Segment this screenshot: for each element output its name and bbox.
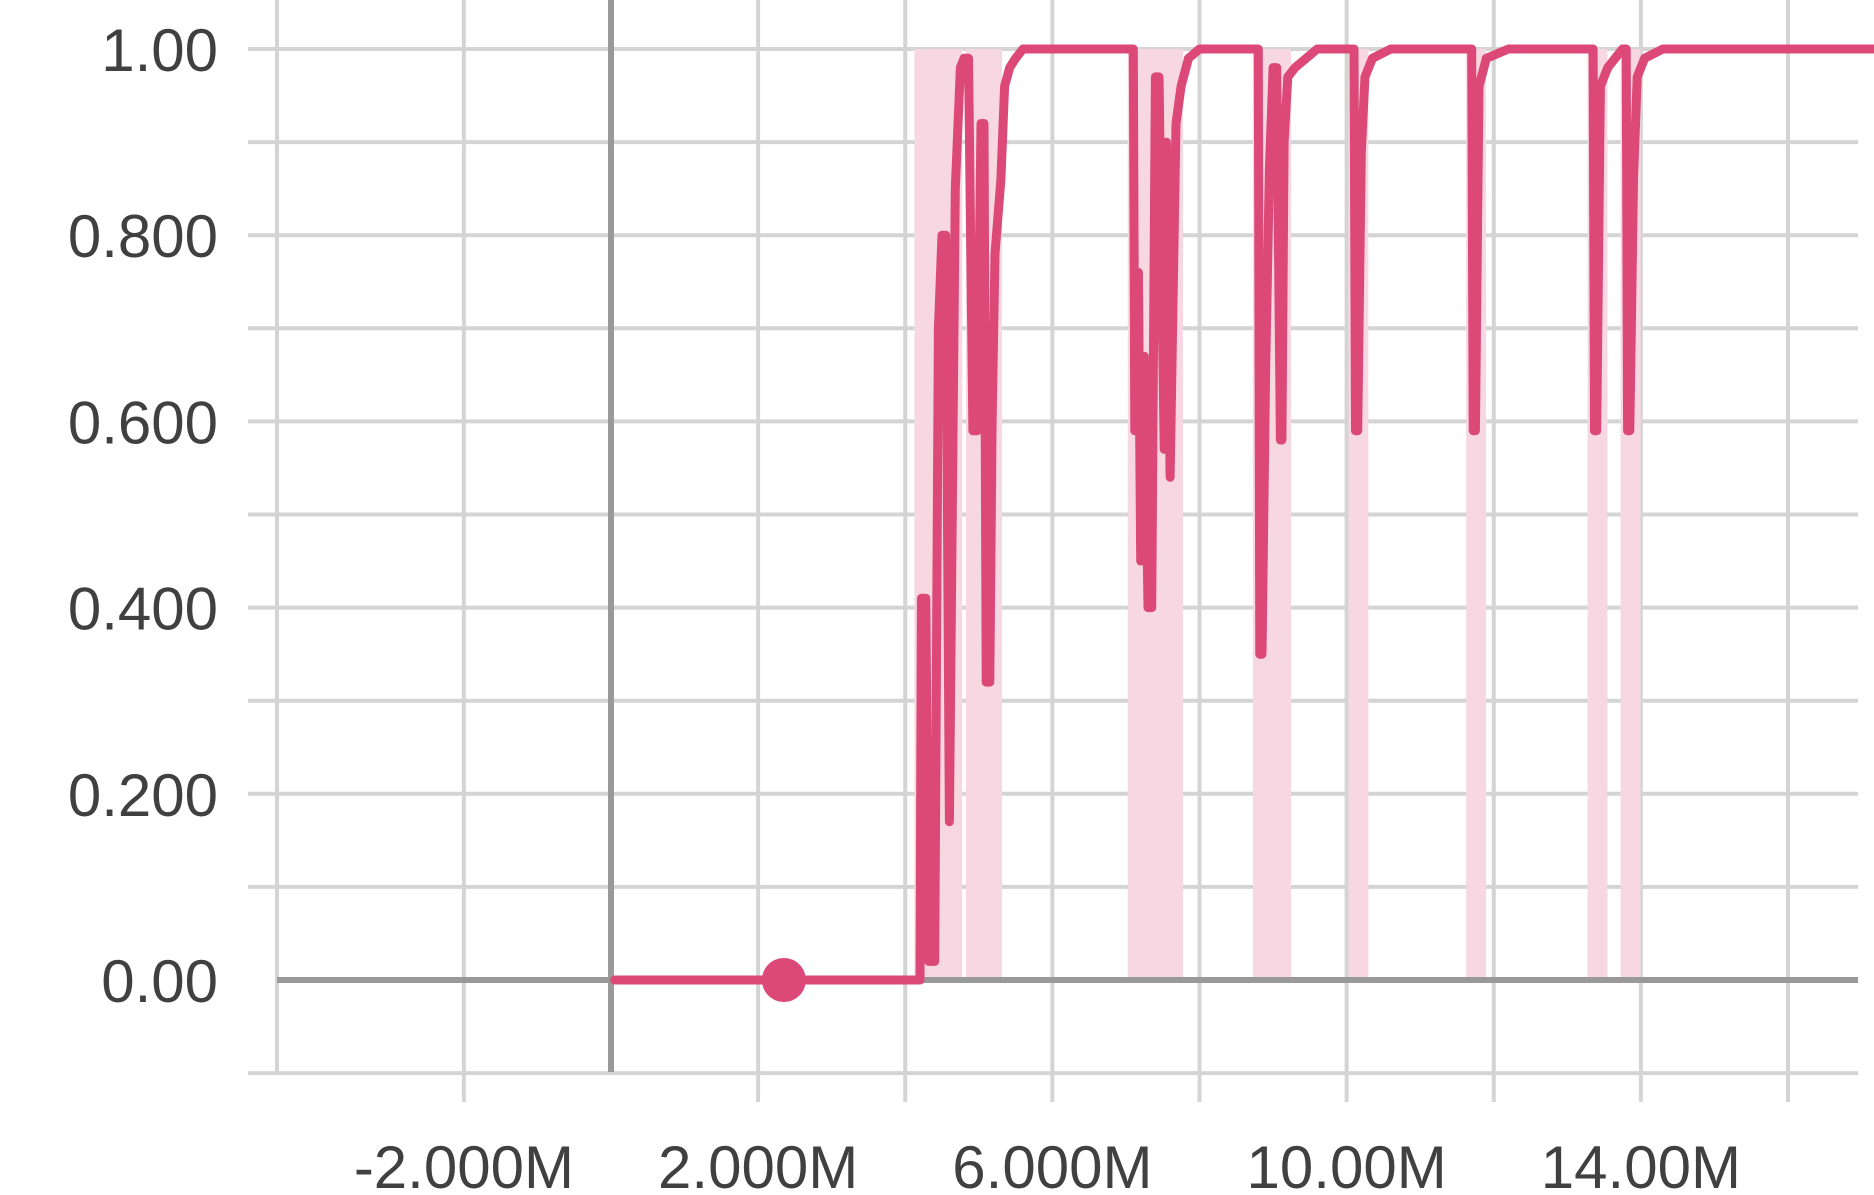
- series-layer: [610, 44, 1874, 1002]
- x-tick-label: 2.000M: [658, 1134, 858, 1190]
- x-tick-label: -2.000M: [354, 1134, 574, 1190]
- x-tick-label: 14.00M: [1541, 1134, 1741, 1190]
- grid: [248, 0, 1858, 1102]
- y-tick-label: 0.400: [68, 576, 218, 643]
- data-point-marker: [761, 958, 806, 1002]
- x-tick-label: 6.000M: [952, 1134, 1152, 1190]
- y-tick-label: 0.800: [68, 203, 218, 270]
- tick-labels: 0.00 0.200 0.400 0.600 0.800 1.00 -2.000M 2.000…: [68, 17, 1741, 1195]
- series-line: [610, 44, 1874, 985]
- y-tick-label: 0.200: [68, 762, 218, 829]
- x-tick-label: 10.00M: [1247, 1134, 1447, 1190]
- y-tick-label: 1.00: [101, 17, 218, 84]
- y-tick-label: 0.600: [68, 389, 218, 456]
- axes: [277, 0, 1858, 1072]
- y-tick-label: 0.00: [101, 948, 218, 1015]
